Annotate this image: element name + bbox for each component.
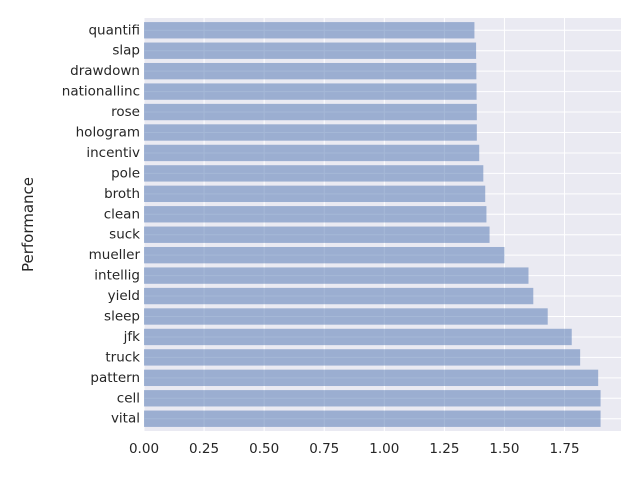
bar-slap: [144, 42, 477, 59]
x-tick-label: 0.50: [249, 441, 279, 457]
y-tick-label: pattern: [90, 370, 140, 386]
y-tick-label: vital: [111, 411, 140, 427]
bar-nationallinc: [144, 83, 477, 100]
y-tick-label: sleep: [104, 309, 140, 325]
y-tick-label: intellig: [94, 268, 140, 284]
bar-broth: [144, 185, 486, 203]
y-tick-label: jfk: [123, 329, 141, 345]
x-tick-label: 1.50: [489, 441, 519, 457]
y-tick-label: cell: [117, 390, 140, 406]
y-tick-label: rose: [111, 104, 140, 120]
y-tick-label: clean: [104, 206, 140, 222]
bar-suck: [144, 226, 490, 243]
y-tick-label: incentiv: [86, 145, 140, 161]
bar-clean: [144, 206, 487, 223]
bar-drawdown: [144, 62, 477, 80]
x-tick-label: 1.00: [369, 441, 399, 457]
x-tick-label: 0.75: [309, 441, 339, 457]
y-axis-label: Performance: [19, 177, 37, 272]
bar-truck: [144, 349, 581, 366]
bar-cell: [144, 390, 601, 407]
plot-area: [144, 18, 621, 431]
bars: [144, 22, 601, 427]
bar-quantifi: [144, 22, 475, 39]
bar-vital: [144, 410, 601, 427]
y-tick-labels: quantifi slap drawdown nationallinc rose holo…: [62, 22, 141, 426]
y-tick-label: yield: [108, 288, 140, 304]
x-tick-label: 1.75: [549, 441, 579, 457]
y-tick-label: slap: [112, 43, 140, 59]
y-tick-label: quantifi: [88, 22, 140, 38]
y-tick-label: suck: [109, 227, 140, 243]
bar-sleep: [144, 308, 548, 325]
bar-yield: [144, 287, 534, 305]
y-tick-label: broth: [104, 186, 140, 202]
y-tick-label: drawdown: [70, 63, 140, 79]
bar-pattern: [144, 369, 599, 387]
x-tick-label: 0.25: [189, 441, 219, 457]
bar-rose: [144, 103, 477, 121]
y-tick-label: hologram: [76, 124, 140, 140]
bar-mueller: [144, 246, 505, 264]
bar-intellig: [144, 267, 529, 284]
bar-incentiv: [144, 144, 480, 162]
x-tick-labels: 0.00 0.25 0.50 0.75 1.00 1.25 1.50 1.75: [129, 441, 580, 457]
y-tick-label: nationallinc: [62, 84, 140, 100]
x-tick-label: 0.00: [129, 441, 159, 457]
bar-pole: [144, 165, 484, 182]
x-tick-label: 1.25: [429, 441, 459, 457]
y-tick-label: mueller: [89, 247, 141, 263]
y-tick-label: pole: [111, 165, 140, 181]
bar-hologram: [144, 124, 477, 141]
bar-jfk: [144, 328, 572, 346]
y-tick-label: truck: [105, 349, 140, 365]
